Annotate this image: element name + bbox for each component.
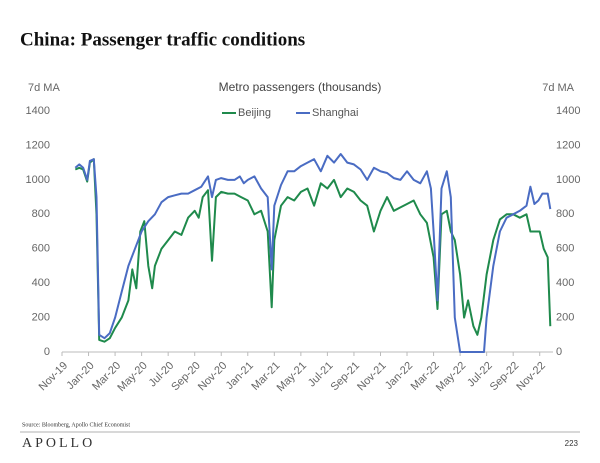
y-tick-label: 600 [32, 243, 50, 255]
legend-label: Shanghai [312, 107, 359, 119]
x-tick-label: May-22 [434, 360, 468, 394]
y2-tick-label: 200 [556, 311, 574, 323]
page-title: China: Passenger traffic conditions [20, 29, 305, 50]
source: Source: Bloomberg, Apollo Chief Economis… [22, 421, 130, 428]
y-tick-label: 800 [32, 208, 50, 220]
y2-tick-label: 1000 [556, 174, 580, 186]
series-line [74, 153, 552, 353]
y2-tick-label: 1400 [556, 105, 580, 117]
series-line [74, 158, 552, 343]
y2-tick-label: 600 [556, 243, 574, 255]
x-tick-label: Nov-22 [514, 360, 548, 394]
y2-tick-label: 0 [556, 346, 562, 358]
y-tick-label: 1200 [26, 139, 50, 151]
y-tick-label: 1000 [26, 174, 50, 186]
x-tick-label: Nov-20 [196, 360, 230, 394]
y-tick-label: 400 [32, 277, 50, 289]
x-tick-label: Sep-22 [488, 360, 522, 394]
chart-title: Metro passengers (thousands) [219, 80, 382, 94]
y2-axis-label: 7d MA [542, 82, 574, 94]
legend-label: Beijing [238, 107, 271, 119]
y2-tick-label: 1200 [556, 139, 580, 151]
y-tick-label: 200 [32, 311, 50, 323]
y2-tick-label: 400 [556, 277, 574, 289]
x-tick-label: Sep-20 [169, 360, 203, 394]
y-tick-label: 0 [44, 346, 50, 358]
x-tick-label: Sep-21 [329, 360, 363, 394]
y2-tick-label: 800 [556, 208, 574, 220]
page-number: 223 [565, 439, 579, 448]
y-tick-label: 1400 [26, 105, 50, 117]
y-axis-label: 7d MA [28, 82, 60, 94]
x-tick-label: May-21 [275, 360, 309, 394]
x-tick-label: Nov-19 [37, 360, 71, 394]
brand: APOLLO [22, 436, 95, 451]
x-tick-label: May-20 [115, 360, 149, 394]
x-tick-label: Nov-21 [355, 360, 389, 394]
